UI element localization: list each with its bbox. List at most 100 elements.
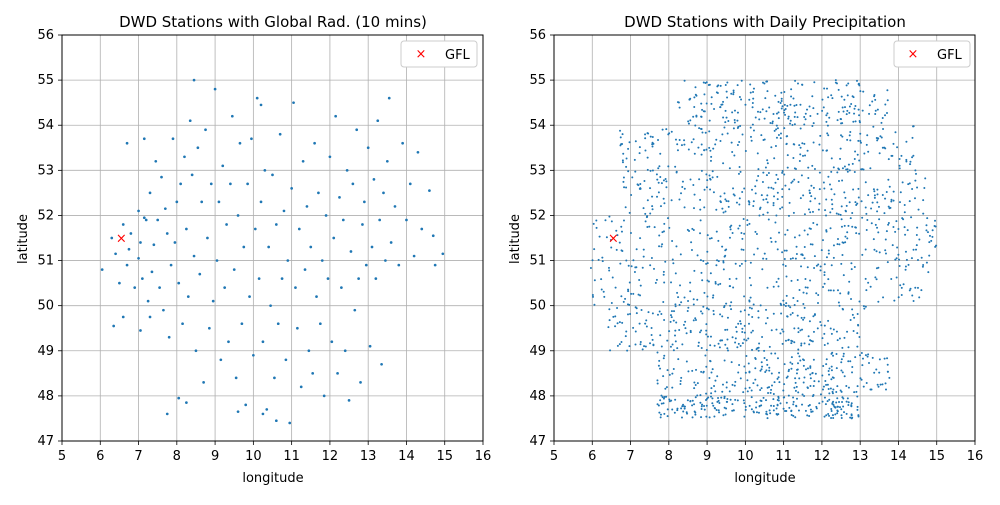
right-station-point (843, 165, 846, 168)
right-station-point (856, 385, 859, 388)
right-station-point (659, 367, 662, 370)
right-station-point (646, 199, 649, 202)
right-station-point (678, 328, 681, 331)
right-station-point (789, 122, 792, 125)
right-station-point (721, 245, 724, 248)
right-station-point (773, 195, 776, 198)
right-station-point (858, 84, 861, 87)
right-station-point (717, 342, 720, 345)
right-station-point (627, 147, 630, 150)
right-station-point (845, 204, 848, 207)
right-station-point (898, 164, 901, 167)
right-station-point (716, 175, 719, 178)
right-station-point (729, 398, 732, 401)
right-station-point (848, 134, 851, 137)
left-station-point (301, 159, 305, 163)
right-station-point (732, 409, 735, 412)
left-station-point (259, 103, 263, 107)
right-station-point (846, 138, 849, 141)
right-station-point (882, 128, 885, 131)
right-station-point (789, 119, 792, 122)
right-station-point (622, 176, 625, 179)
right-station-point (744, 103, 747, 106)
right-station-point (683, 79, 686, 82)
right-station-point (662, 357, 665, 360)
right-station-point (644, 133, 647, 136)
right-station-point (777, 100, 780, 103)
left-station-point (428, 189, 431, 192)
right-station-point (830, 410, 833, 413)
right-station-point (797, 409, 800, 412)
right-station-point (860, 200, 863, 203)
right-station-point (721, 133, 724, 136)
right-station-point (706, 179, 709, 182)
right-station-point (770, 404, 773, 407)
right-station-point (682, 403, 685, 406)
right-x-tick-label-11: 11 (775, 449, 792, 464)
right-station-point (723, 397, 726, 400)
right-station-point (829, 387, 832, 390)
right-station-point (699, 219, 702, 222)
right-station-point (656, 403, 659, 406)
left-station-point (405, 218, 408, 222)
right-station-point (850, 404, 853, 407)
right-station-point (621, 161, 624, 164)
left-station-point (311, 371, 315, 375)
right-station-point (600, 278, 603, 281)
right-station-point (752, 87, 755, 90)
right-station-point (791, 257, 794, 260)
right-station-point (804, 118, 807, 121)
right-station-point (808, 189, 811, 192)
left-station-point (343, 349, 347, 353)
right-station-point (842, 355, 845, 358)
right-station-point (717, 283, 720, 286)
right-station-point (822, 181, 825, 184)
right-station-point (814, 197, 817, 200)
right-station-point (709, 335, 712, 338)
right-station-point (713, 107, 716, 110)
right-station-point (795, 385, 798, 388)
right-station-point (823, 282, 826, 285)
right-station-point (752, 205, 755, 208)
right-station-point (725, 248, 728, 251)
right-station-point (802, 194, 805, 197)
right-station-point (672, 349, 675, 352)
right-station-point (703, 206, 706, 209)
right-station-point (787, 394, 790, 397)
right-station-point (698, 127, 701, 130)
right-station-point (770, 352, 773, 355)
right-station-point (848, 201, 851, 204)
right-station-point (912, 299, 915, 302)
right-station-point (799, 153, 802, 156)
right-station-point (785, 142, 788, 145)
right-station-point (832, 388, 835, 391)
right-station-point (809, 211, 812, 214)
right-station-point (738, 197, 741, 200)
right-station-point (823, 324, 826, 327)
right-station-point (681, 185, 684, 188)
right-station-point (815, 407, 818, 410)
right-station-point (809, 200, 812, 203)
left-station-point (156, 218, 160, 222)
right-station-point (608, 215, 611, 218)
right-station-point (658, 234, 661, 237)
right-station-point (724, 343, 727, 346)
right-station-point (915, 248, 918, 251)
right-station-point (793, 341, 796, 344)
right-station-point (867, 150, 870, 153)
right-station-point (674, 398, 677, 401)
right-station-point (857, 187, 860, 190)
right-station-point (859, 132, 862, 135)
left-station-point (246, 182, 249, 186)
right-station-point (676, 407, 679, 410)
right-station-point (766, 316, 769, 319)
right-station-point (779, 332, 782, 335)
right-station-point (914, 169, 917, 172)
left-station-point (127, 247, 131, 251)
right-station-point (815, 405, 818, 408)
right-station-point (766, 386, 769, 389)
right-station-point (734, 341, 737, 344)
right-station-point (903, 203, 906, 206)
right-station-point (918, 238, 921, 241)
left-station-point (353, 308, 357, 312)
